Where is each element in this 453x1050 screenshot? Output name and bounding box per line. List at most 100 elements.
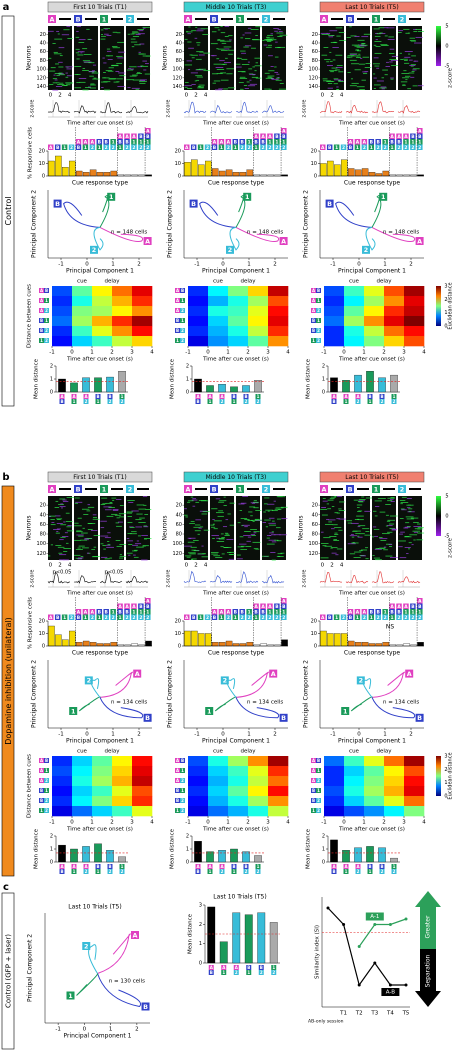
raster-streak	[143, 526, 149, 528]
bar	[106, 850, 114, 863]
cue-box	[355, 869, 361, 874]
raster-streak	[105, 502, 113, 504]
cue-box	[253, 609, 259, 615]
cue-label: B	[192, 615, 196, 621]
cue-box	[361, 609, 368, 615]
raster-streak	[116, 525, 122, 527]
y-tick-label: 100	[308, 541, 318, 547]
raster-streak	[87, 529, 93, 530]
x-tick-label: 2	[246, 820, 250, 826]
heat-cell	[384, 296, 405, 307]
heat-cell	[228, 306, 249, 317]
cue-box	[110, 139, 116, 145]
raster-streak	[226, 73, 233, 75]
raster-streak	[328, 36, 333, 38]
raster-streak	[66, 497, 75, 498]
cue-box	[89, 144, 96, 150]
cue-label: 1	[234, 615, 237, 621]
raster-streak	[376, 33, 381, 35]
cue-box	[316, 788, 321, 793]
raster-streak	[127, 500, 135, 501]
cue-box	[368, 144, 375, 150]
raster-streak	[106, 35, 112, 36]
raster-streak	[105, 70, 112, 72]
bar	[330, 839, 338, 863]
raster-streak	[375, 39, 378, 40]
heat-cell	[92, 776, 113, 787]
trace	[125, 576, 149, 584]
raster-streak	[112, 46, 118, 48]
x-tick-label: 2	[382, 820, 386, 826]
cue-label: A	[196, 864, 200, 869]
cue-box	[175, 768, 180, 773]
raster-streak	[101, 34, 104, 35]
heat-cell	[324, 766, 345, 777]
bar	[375, 173, 383, 177]
raster-streak	[115, 522, 119, 524]
cue-box	[145, 598, 151, 604]
cue-label: A	[390, 604, 394, 610]
heat-cell	[92, 806, 113, 817]
bar	[219, 941, 228, 964]
cue-box	[143, 237, 152, 245]
cue-label: B	[56, 145, 60, 151]
raster-streak	[401, 509, 407, 511]
raster-streak	[188, 47, 194, 49]
raster-streak	[255, 510, 262, 511]
raster-streak	[100, 504, 105, 505]
raster-streak	[135, 34, 141, 36]
heat-cell	[112, 796, 133, 807]
raster-streak	[270, 77, 273, 79]
raster-streak	[140, 79, 147, 81]
cue-box	[75, 144, 82, 150]
cue-box	[175, 808, 180, 813]
raster-streak	[103, 81, 111, 83]
cue-label: A	[268, 134, 272, 140]
raster-streak	[374, 506, 380, 507]
bar	[239, 172, 247, 177]
cue-label: 2	[357, 399, 360, 404]
raster-streak	[357, 518, 360, 520]
cue-label: 2	[411, 615, 414, 621]
x-tick-label: 3	[266, 350, 270, 356]
cue-box	[138, 144, 144, 150]
raster-streak	[338, 80, 344, 82]
raster-streak	[333, 83, 338, 85]
x-axis-label: Cue response type	[72, 180, 128, 187]
raster-streak	[82, 89, 89, 91]
bar	[239, 643, 247, 647]
cue-box	[233, 965, 239, 970]
raster-streak	[74, 497, 80, 499]
raster-streak	[365, 63, 371, 64]
cue-label: B	[254, 140, 258, 146]
cue-label: A	[254, 604, 258, 610]
delay-bar	[221, 488, 233, 490]
x-tick-label: 1	[109, 1027, 113, 1033]
cue-label: 2	[45, 328, 48, 333]
cue-label: 1	[248, 140, 251, 146]
y-tick-label: 60	[176, 49, 182, 55]
cue-label: B	[98, 610, 102, 616]
heat-cell	[112, 776, 133, 787]
cue-label: 1	[272, 965, 275, 970]
cue-label: A	[220, 394, 224, 399]
raster-streak	[408, 53, 411, 55]
y-tick-label: 10	[39, 631, 45, 637]
cue-box	[84, 676, 93, 685]
raster-streak	[373, 557, 380, 559]
x-tick-label: -1	[49, 820, 54, 826]
delay-bar	[247, 488, 259, 490]
raster-streak	[226, 552, 232, 554]
cue-label: B	[370, 610, 374, 616]
raster-streak	[335, 67, 343, 68]
raster-streak	[100, 535, 109, 537]
condition-box	[1, 485, 15, 877]
cue-box	[316, 338, 321, 343]
raster-streak	[119, 557, 124, 559]
raster-streak	[65, 82, 74, 84]
cue-label: A	[418, 599, 422, 605]
raster-streak	[390, 77, 394, 79]
cue-label: 1	[275, 610, 278, 616]
raster-streak	[400, 503, 403, 505]
cue-box	[258, 970, 264, 975]
